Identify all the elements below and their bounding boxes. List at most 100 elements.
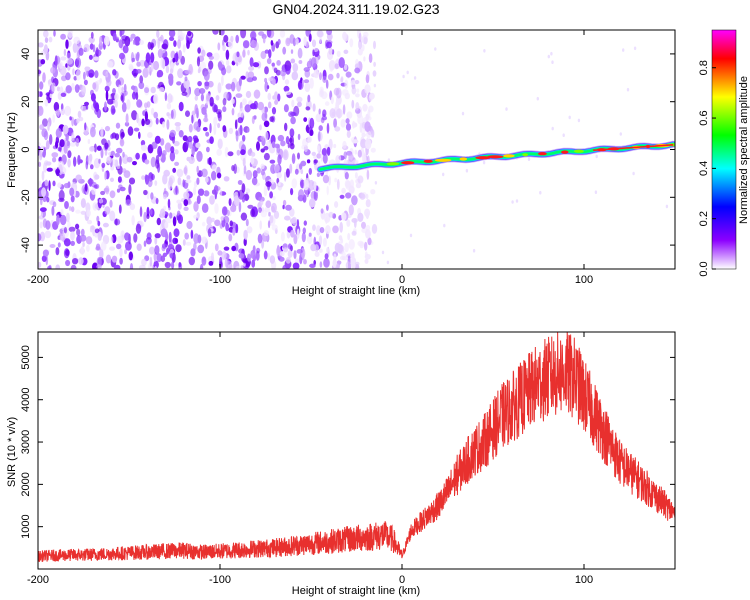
- heatmap-speck: [387, 158, 391, 162]
- heatmap-noise-cell: [170, 146, 175, 154]
- heatmap-noise-cell: [104, 101, 107, 112]
- heatmap-speck: [633, 46, 637, 51]
- heatmap-noise-cell: [71, 206, 75, 213]
- heatmap-noise-cell: [256, 167, 261, 174]
- heatmap-noise-cell: [150, 209, 153, 216]
- heatmap-noise-cell: [103, 36, 110, 46]
- heatmap-noise-cell: [136, 243, 142, 251]
- heatmap-noise-cell: [296, 219, 300, 229]
- heatmap-noise-cell: [289, 128, 295, 138]
- heatmap-noise-cell: [84, 66, 91, 71]
- heatmap-noise-cell: [267, 252, 271, 261]
- heatmap-noise-cell: [38, 261, 42, 268]
- heatmap-noise-cell: [178, 130, 184, 138]
- heatmap-noise-cell: [322, 153, 328, 164]
- heatmap-noise-cell: [193, 214, 199, 219]
- colorbar-tick-label: 0.4: [698, 161, 710, 176]
- heatmap-noise-cell: [236, 51, 240, 58]
- heatmap-noise-cell: [46, 197, 50, 203]
- heatmap-noise-cell: [144, 174, 150, 185]
- heatmap-noise-cell: [80, 210, 87, 215]
- heatmap-noise-cell: [216, 172, 222, 179]
- heatmap-noise-cell: [341, 187, 346, 194]
- heatmap-noise-cell: [325, 79, 329, 89]
- colorbar-label: Normalized spectral amplitude: [738, 76, 750, 224]
- heatmap-noise-cell: [303, 36, 307, 47]
- heatmap-noise-cell: [169, 36, 175, 41]
- heatmap-noise-cell: [291, 71, 299, 81]
- heatmap-noise-cell: [259, 200, 264, 206]
- heatmap-noise-cell: [318, 131, 321, 142]
- heatmap-noise-cell: [283, 104, 289, 113]
- heatmap-noise-cell: [355, 102, 360, 111]
- heatmap-noise-cell: [80, 198, 86, 209]
- heatmap-noise-cell: [313, 69, 320, 79]
- heatmap-noise-cell: [69, 187, 75, 197]
- heatmap-noise-cell: [119, 248, 123, 258]
- heatmap-noise-cell: [366, 130, 372, 139]
- heatmap-noise-cell: [97, 231, 102, 241]
- heatmap-noise-cell: [60, 56, 67, 61]
- heatmap-noise-cell: [246, 77, 254, 83]
- heatmap-noise-cell: [44, 99, 49, 107]
- heatmap-noise-cell: [125, 199, 132, 207]
- heatmap-noise-cell: [192, 135, 198, 141]
- heatmap-noise-cell: [141, 118, 145, 127]
- heatmap-noise-cell: [191, 114, 194, 124]
- heatmap-noise-cell: [188, 140, 193, 149]
- heatmap-noise-cell: [261, 112, 268, 122]
- heatmap-noise-cell: [104, 206, 111, 215]
- heatmap-noise-cell: [139, 75, 144, 84]
- heatmap-speck: [511, 200, 514, 204]
- heatmap-noise-cell: [94, 49, 102, 57]
- heatmap-noise-cell: [305, 106, 311, 111]
- heatmap-noise-cell: [318, 235, 323, 246]
- heatmap-noise-cell: [250, 31, 257, 40]
- heatmap-noise-cell: [85, 236, 93, 245]
- heatmap-noise-cell: [238, 201, 242, 213]
- heatmap-noise-cell: [42, 72, 46, 83]
- heatmap-noise-cell: [290, 58, 296, 64]
- heatmap-noise-cell: [77, 110, 82, 118]
- heatmap-noise-cell: [279, 251, 285, 257]
- heatmap-noise-cell: [253, 115, 257, 120]
- heatmap-noise-cell: [136, 99, 143, 108]
- heatmap-noise-cell: [326, 146, 331, 156]
- heatmap-noise-cell: [88, 177, 93, 187]
- heatmap-noise-cell: [162, 150, 167, 157]
- heatmap-noise-cell: [282, 204, 285, 210]
- heatmap-noise-cell: [39, 149, 43, 161]
- heatmap-noise-cell: [131, 57, 136, 63]
- heatmap-noise-cell: [112, 88, 116, 94]
- heatmap-noise-cell: [337, 243, 344, 254]
- heatmap-noise-cell: [233, 163, 237, 174]
- heatmap-noise-cell: [51, 152, 59, 158]
- heatmap-noise-cell: [136, 61, 141, 67]
- heatmap-noise-cell: [76, 228, 81, 236]
- heatmap-noise-cell: [245, 169, 253, 181]
- heatmap-noise-cell: [99, 35, 103, 47]
- heatmap-noise-cell: [197, 244, 205, 254]
- heatmap-noise-cell: [183, 199, 189, 207]
- heatmap-peak-cell: [503, 154, 515, 158]
- heatmap-noise-cell: [167, 244, 175, 251]
- heatmap-noise-cell: [105, 185, 110, 195]
- heatmap-noise-cell: [110, 236, 114, 244]
- heatmap-noise-cell: [230, 35, 234, 43]
- heatmap-noise-cell: [303, 220, 307, 226]
- heatmap-noise-cell: [214, 219, 221, 227]
- heatmap-speck: [550, 51, 553, 56]
- heatmap-noise-cell: [208, 55, 214, 60]
- heatmap-noise-cell: [201, 256, 207, 266]
- heatmap-noise-cell: [160, 138, 165, 146]
- heatmap-noise-cell: [346, 130, 351, 138]
- heatmap-noise-cell: [359, 193, 366, 200]
- heatmap-speck: [402, 74, 405, 79]
- heatmap-noise-cell: [53, 101, 60, 112]
- heatmap-noise-cell: [372, 70, 377, 77]
- heatmap-noise-cell: [209, 123, 212, 134]
- heatmap-noise-cell: [70, 240, 75, 246]
- snr-y-tick-label: 1000: [20, 514, 32, 538]
- heatmap-noise-cell: [119, 257, 123, 265]
